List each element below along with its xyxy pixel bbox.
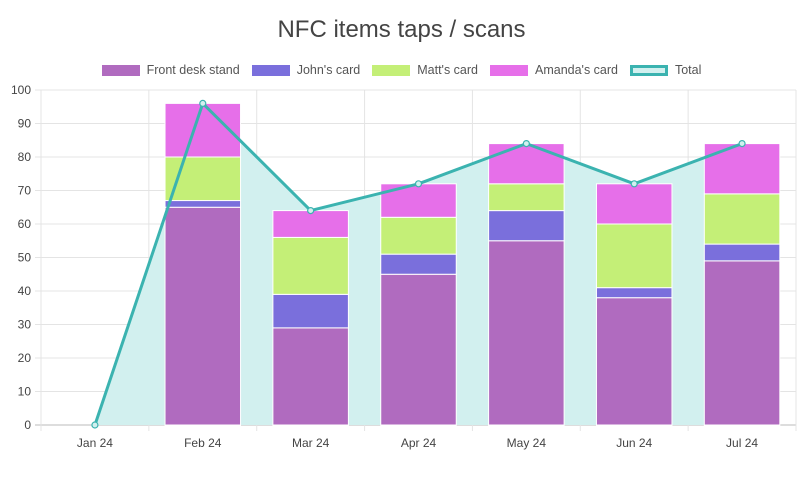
legend-item-john-s-card[interactable]: John's card [251,63,361,77]
bar-amanda-s-card-2 [272,210,349,238]
bar-john-s-card-1 [164,200,242,208]
y-tick-label: 90 [18,117,32,131]
legend-label: John's card [296,63,361,77]
legend-swatch [490,64,528,76]
bar-amanda-s-card-4 [488,143,565,185]
legend-label: Matt's card [417,63,478,77]
bar-john-s-card-4 [488,210,565,242]
bar-matt-s-card-4 [488,183,565,212]
x-tick-label: Jun 24 [616,436,652,450]
y-tick-label: 10 [18,385,32,399]
total-point-1 [199,99,207,108]
total-point-4 [522,140,530,148]
bar-matt-s-card-5 [595,223,673,289]
legend-item-front-desk-stand[interactable]: Front desk stand [101,63,240,77]
x-tick-label: Jan 24 [77,436,113,450]
bar-amanda-s-card-6 [703,143,781,195]
legend-label: Total [674,63,702,77]
chart-title: NFC items taps / scans [277,16,526,43]
bar-matt-s-card-3 [380,216,457,255]
legend-item-total[interactable]: Total [629,63,702,77]
x-tick-label: Feb 24 [184,436,222,450]
y-tick-label: 30 [18,318,32,332]
bar-front-desk-stand-4 [488,240,565,426]
bar-matt-s-card-2 [272,236,349,295]
total-point-0 [91,421,99,429]
total-point-6 [738,140,746,148]
legend-label: Amanda's card [535,63,618,77]
y-tick-label: 0 [24,418,31,432]
x-tick-label: Jul 24 [726,436,758,450]
y-tick-label: 70 [18,184,32,198]
y-tick-label: 60 [18,217,32,231]
bar-amanda-s-card-5 [595,183,673,225]
x-tick-label: May 24 [507,436,547,450]
bar-john-s-card-6 [703,243,781,262]
bar-front-desk-stand-6 [703,260,781,426]
x-tick-label: Apr 24 [401,436,437,450]
bar-john-s-card-3 [380,253,457,275]
y-tick-label: 50 [18,251,32,265]
legend-swatch [372,64,411,76]
y-tick-label: 40 [18,284,32,298]
legend-swatch [251,64,290,76]
legend-swatch [101,64,140,76]
total-point-5 [630,180,638,188]
y-tick-label: 80 [18,150,32,164]
chart-legend: Front desk stand John's card Matt's card Am… [0,63,803,77]
x-tick-label: Mar 24 [292,436,330,450]
legend-item-matt-s-card[interactable]: Matt's card [372,63,478,77]
legend-label: Front desk stand [146,63,240,77]
bar-john-s-card-2 [272,293,349,329]
bar-front-desk-stand-5 [595,297,673,426]
bar-front-desk-stand-2 [272,327,349,426]
bar-front-desk-stand-3 [380,273,457,426]
legend-swatch [629,64,668,76]
total-point-2 [307,207,315,215]
legend-item-amanda-s-card[interactable]: Amanda's card [490,63,618,77]
y-tick-label: 100 [11,83,31,97]
bar-john-s-card-5 [595,287,673,299]
total-point-3 [414,180,423,188]
bar-front-desk-stand-1 [164,206,242,426]
y-tick-label: 20 [18,351,32,365]
bar-matt-s-card-6 [703,193,781,245]
